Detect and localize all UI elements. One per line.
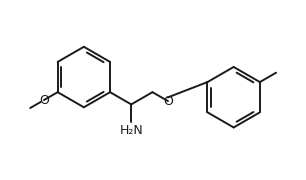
Text: O: O <box>163 95 173 108</box>
Text: O: O <box>39 94 49 107</box>
Text: H₂N: H₂N <box>119 124 143 137</box>
